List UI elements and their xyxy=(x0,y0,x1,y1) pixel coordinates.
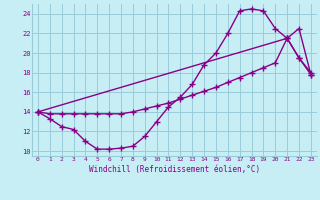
X-axis label: Windchill (Refroidissement éolien,°C): Windchill (Refroidissement éolien,°C) xyxy=(89,165,260,174)
